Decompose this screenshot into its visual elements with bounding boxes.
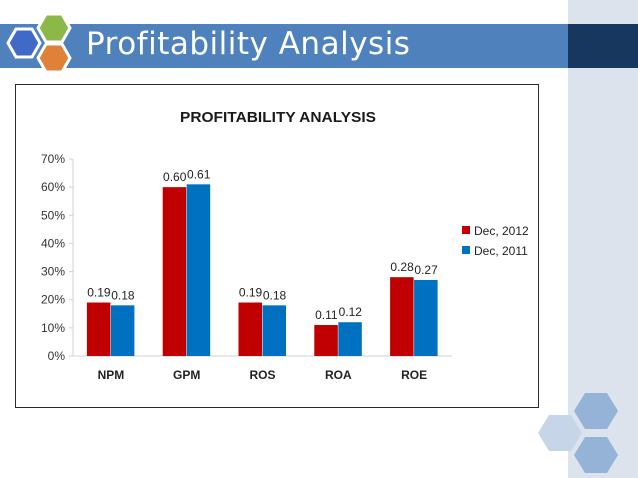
y-tick-label: 50% [41,208,65,222]
title-bar [0,24,568,68]
blue-hexagon [6,27,42,59]
data-label: 0.11 [315,308,338,322]
y-tick-label: 20% [41,293,65,307]
data-label: 0.18 [111,288,135,302]
data-label: 0.18 [263,288,287,302]
bar-gpm-2 [186,184,211,356]
legend-label: Dec, 2012 [474,224,529,238]
x-tick-label: ROA [325,368,352,382]
bar-roe-1 [390,277,414,356]
y-tick-label: 0% [48,349,66,363]
y-tick-label: 70% [41,152,65,166]
bar-ros-2 [262,305,286,356]
x-tick-label: ROS [249,368,275,382]
x-tick-label: GPM [173,368,200,382]
bar-npm-2 [110,305,135,356]
bar-roa-1 [314,325,338,356]
orange-hexagon [36,42,72,74]
data-label: 0.60 [163,170,187,184]
x-tick-label: NPM [98,368,125,382]
legend-swatch [462,226,470,234]
bar-roa-2 [338,322,362,356]
title-bar-accent [568,24,638,68]
bar-npm-1 [86,302,111,356]
chart-legend: Dec, 2012 Dec, 2011 [462,224,529,258]
chart-title: PROFITABILITY ANALYSIS [180,109,376,126]
bar-chart: PROFITABILITY ANALYSIS 0% 10% 20% 30% 40% 50%… [41,109,529,382]
y-tick-label: 30% [41,265,65,279]
data-label: 0.19 [87,286,111,300]
x-tick-label: ROE [401,368,427,382]
green-hexagon [36,12,72,44]
bar-gpm-1 [162,187,187,356]
chart-frame: PROFITABILITY ANALYSIS 0% 10% 20% 30% 40% 50%… [15,84,539,408]
data-label: 0.27 [414,263,438,277]
data-label: 0.28 [390,260,414,274]
chart-bars: 0.19 0.180.60 0.610.19 0.180.11 0.120.28 0.27 [86,167,438,356]
data-label: 0.61 [187,167,211,181]
chart-axes: 0% 10% 20% 30% 40% 50% 60% 70% NPM GPM ROS ROA ROE [41,152,452,382]
data-label: 0.12 [339,305,363,319]
bar-roe-2 [414,280,438,356]
decorative-hexagons-icon [538,393,618,473]
y-tick-label: 40% [41,236,65,250]
data-label: 0.19 [239,286,263,300]
slide-title: Profitability Analysis [86,26,411,62]
y-tick-label: 10% [41,321,65,335]
y-tick-label: 60% [41,180,65,194]
bar-ros-1 [238,302,262,356]
legend-label: Dec, 2011 [474,244,528,258]
legend-swatch [462,246,470,254]
hexagon-logo-icon [6,12,72,74]
